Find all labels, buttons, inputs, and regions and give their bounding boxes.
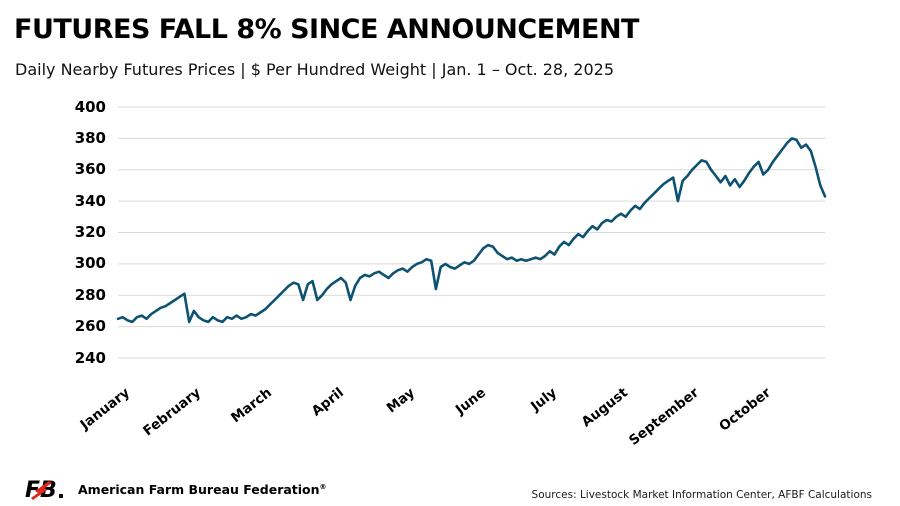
x-axis-month-label: January bbox=[77, 384, 133, 433]
sources-note: Sources: Livestock Market Information Ce… bbox=[531, 489, 872, 501]
x-axis-month-label: February bbox=[140, 384, 205, 440]
x-axis-month-label: June bbox=[452, 384, 489, 418]
y-axis-tick-label: 260 bbox=[74, 317, 106, 336]
x-axis-month-label: October bbox=[715, 384, 774, 435]
y-axis-tick-label: 400 bbox=[74, 97, 106, 116]
x-axis-month-label: September bbox=[626, 384, 703, 449]
x-axis-month-label: April bbox=[308, 384, 347, 420]
registered-mark: ® bbox=[319, 482, 327, 491]
x-axis-month-label: May bbox=[383, 384, 418, 417]
y-axis-tick-label: 280 bbox=[74, 285, 106, 304]
y-axis-tick-label: 320 bbox=[74, 223, 106, 241]
footer-branding: FB American Farm Bureau Federation® bbox=[25, 478, 327, 500]
y-axis-tick-label: 300 bbox=[74, 254, 106, 273]
x-axis-month-label: March bbox=[228, 384, 276, 427]
chart-canvas bbox=[116, 106, 827, 359]
org-name: American Farm Bureau Federation® bbox=[78, 481, 327, 497]
page-title: FUTURES FALL 8% SINCE ANNOUNCEMENT bbox=[14, 14, 639, 45]
y-axis-tick-label: 340 bbox=[74, 191, 106, 210]
afbf-logo-icon: FB bbox=[25, 478, 63, 500]
x-axis-month-label: July bbox=[528, 384, 560, 415]
y-axis-tick-label: 240 bbox=[74, 348, 106, 367]
x-axis-month-label: August bbox=[578, 384, 632, 431]
chart-subtitle: Daily Nearby Futures Prices | $ Per Hund… bbox=[15, 60, 614, 79]
futures-price-line bbox=[116, 137, 827, 324]
y-axis-tick-label: 380 bbox=[74, 128, 106, 147]
y-axis-tick-label: 360 bbox=[74, 160, 106, 179]
